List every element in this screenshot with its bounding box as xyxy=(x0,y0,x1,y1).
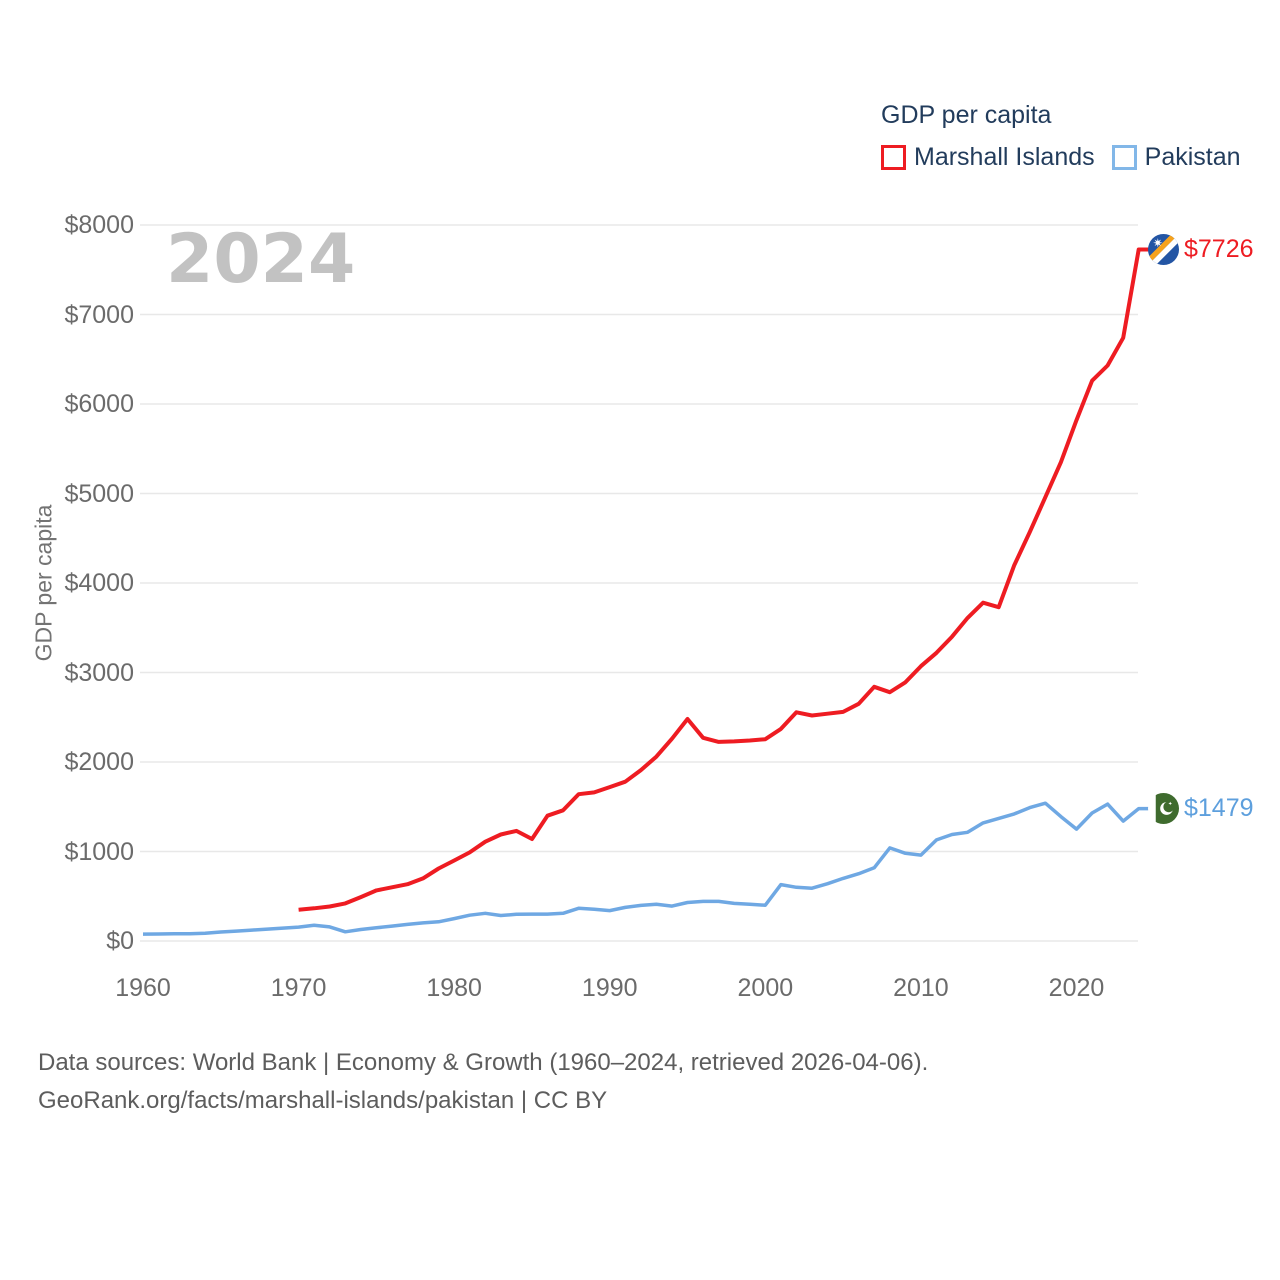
y-tick-label: $3000 xyxy=(64,658,134,687)
legend: GDP per capita Marshall Islands Pakistan xyxy=(881,100,1241,172)
y-tick-label: $8000 xyxy=(64,211,134,239)
series-line-pakistan xyxy=(142,801,1151,936)
legend-items: Marshall Islands Pakistan xyxy=(881,143,1241,172)
y-axis-title: GDP per capita xyxy=(30,504,57,662)
marshall-islands-value-label: $7726 xyxy=(1184,235,1254,263)
legend-item-pakistan[interactable]: Pakistan xyxy=(1111,143,1241,172)
legend-label-marshall-islands: Marshall Islands xyxy=(914,143,1095,171)
pakistan-value-label: $1479 xyxy=(1184,794,1254,822)
y-tick-label: $0 xyxy=(106,927,134,955)
y-tick-label: $2000 xyxy=(64,748,134,776)
x-tick-label: 1990 xyxy=(581,974,638,1002)
pakistan-swatch-icon xyxy=(1111,145,1137,170)
marshall-islands-swatch-icon xyxy=(881,145,906,170)
x-tick-label: 1960 xyxy=(115,974,171,1002)
y-tick-label: $1000 xyxy=(64,837,134,866)
caption-line-2: GeoRank.org/facts/marshall-islands/pakis… xyxy=(38,1087,608,1114)
x-tick-label: 2000 xyxy=(737,974,794,1002)
pakistan-flag-icon xyxy=(1148,793,1179,824)
x-tick-label: 1980 xyxy=(426,974,482,1002)
watermark-year: 2024 xyxy=(166,220,356,299)
legend-item-marshall-islands[interactable]: Marshall Islands xyxy=(881,143,1095,172)
y-tick-label: $6000 xyxy=(64,390,134,418)
y-tick-label: $7000 xyxy=(64,300,134,329)
x-tick-label: 2010 xyxy=(893,974,949,1002)
series-line-marshall-islands xyxy=(298,247,1151,912)
caption: Data sources: World Bank | Economy & Gro… xyxy=(38,1044,928,1120)
caption-line-1: Data sources: World Bank | Economy & Gro… xyxy=(38,1049,929,1076)
x-tick-label: 1970 xyxy=(270,974,327,1002)
legend-title: GDP per capita xyxy=(881,101,1052,129)
y-tick-label: $5000 xyxy=(64,479,134,508)
x-tick-label: 2020 xyxy=(1048,974,1105,1002)
marshall-islands-flag-icon xyxy=(1148,234,1179,265)
legend-label-pakistan: Pakistan xyxy=(1144,143,1241,171)
y-tick-label: $4000 xyxy=(64,569,134,597)
